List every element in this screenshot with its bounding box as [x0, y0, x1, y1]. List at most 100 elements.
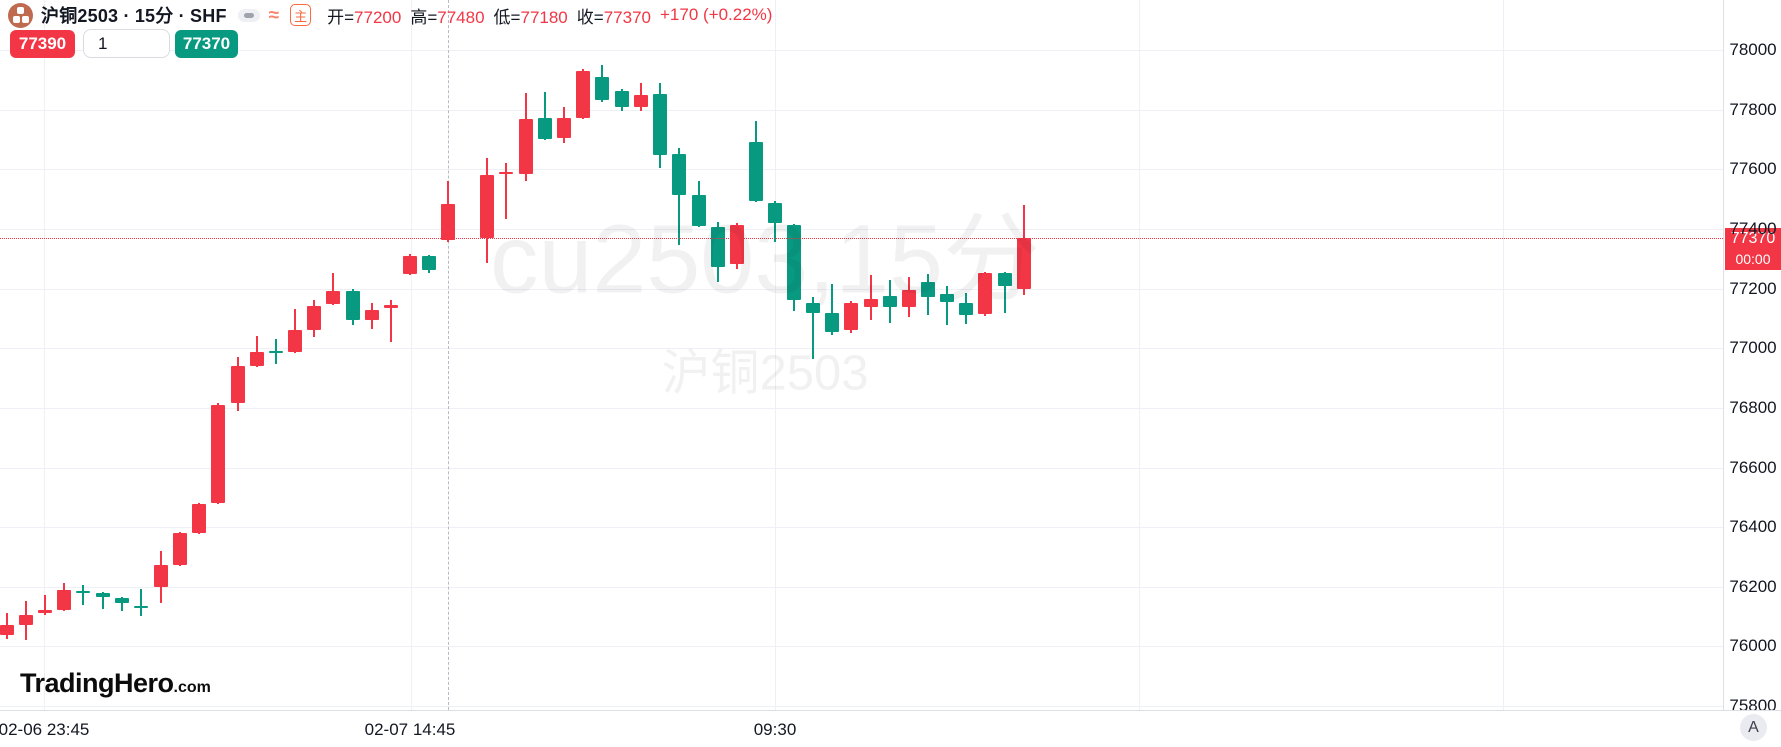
candle-body [269, 350, 283, 353]
grid-line-horizontal [0, 467, 1723, 469]
candle-body [1017, 237, 1031, 289]
last-price-value: 77370 [1730, 229, 1776, 247]
grid-line-vertical [44, 0, 45, 710]
candle-body [76, 590, 90, 594]
candle-body [346, 290, 360, 320]
candle-body [653, 94, 667, 155]
candle-body [231, 366, 245, 404]
grid-line-horizontal [0, 50, 1723, 51]
time-axis[interactable]: A 02-06 23:45 02-07 14:45 09:30 [0, 710, 1781, 747]
candle-body [538, 117, 552, 140]
grid-line-horizontal [0, 288, 1723, 290]
candle-wick [140, 589, 142, 617]
brand-suffix: .com [173, 679, 211, 696]
grid-line-vertical [1139, 0, 1140, 710]
price-axis[interactable]: 77370 00:00 78000 77800 77600 77400 77200 770… [1723, 0, 1781, 715]
symbol-title[interactable]: 沪铜2503 · 15分 · SHF [41, 6, 227, 26]
price-axis-label: 77000 [1729, 338, 1777, 358]
grid-line-horizontal [0, 706, 1723, 707]
candle-body [19, 615, 33, 625]
candle-body [615, 90, 629, 107]
buy-price-button[interactable]: 77370 [175, 29, 238, 58]
candle-body [883, 295, 897, 307]
candle-body [595, 77, 609, 101]
quantity-input[interactable] [83, 29, 170, 58]
candle-wick [870, 275, 872, 321]
candle-body [365, 310, 379, 320]
candle-body [902, 290, 916, 307]
candle-wick [505, 163, 507, 220]
chart-plot-area[interactable] [0, 0, 1723, 710]
candle-wick [812, 297, 814, 360]
candle-body [96, 592, 110, 598]
price-axis-label: 76800 [1729, 397, 1777, 417]
ohlc-readout: 开=77200 高=77480 低=77180 收=77370 +170 (+0.22… [327, 3, 772, 28]
candle-body [825, 313, 839, 332]
ohlc-segment: 高=77480 [410, 7, 485, 27]
candle-body [307, 306, 321, 330]
grid-line-horizontal [0, 407, 1723, 409]
time-axis-label: 02-06 23:45 [0, 720, 90, 739]
candle-wick [390, 300, 392, 342]
candle-wick [332, 272, 334, 305]
axis-settings-button[interactable]: A [1740, 714, 1767, 741]
grid-line-horizontal [0, 109, 1723, 111]
candle-body [211, 404, 225, 503]
sell-price-button[interactable]: 77390 [10, 29, 75, 58]
candle-body [806, 302, 820, 314]
candle-wick [44, 595, 46, 616]
candle-body [115, 598, 129, 603]
ohlc-segment: 低=77180 [493, 7, 568, 27]
change-value: +170 (+0.22%) [659, 5, 773, 24]
price-axis-label: 78000 [1729, 40, 1777, 59]
collapse-toggle-icon[interactable] [237, 8, 260, 22]
candle-body [326, 290, 340, 304]
last-price-countdown: 00:00 [1735, 250, 1771, 267]
approx-price-icon[interactable]: ≈ [268, 4, 280, 26]
last-price-tag: 77370 00:00 [1725, 227, 1781, 270]
grid-line-horizontal [0, 646, 1723, 648]
candle-body [557, 117, 571, 139]
time-axis-label: 02-07 14:45 [364, 720, 456, 739]
grid-line-vertical [1503, 0, 1504, 710]
price-axis-label: 77200 [1729, 278, 1777, 298]
candle-wick [678, 148, 680, 245]
candle-body [173, 533, 187, 566]
candle-wick [82, 584, 84, 605]
price-axis-label: 76200 [1729, 576, 1777, 596]
quick-trade-bar: 77390 77370 [10, 29, 238, 58]
candle-body [921, 281, 935, 297]
candle-wick [121, 596, 123, 611]
tradinghero-logo: TradingHero .com [20, 668, 211, 699]
chart-header: 沪铜2503 · 15分 · SHF ≈ 主 开=77200 高=77480 低=7… [8, 2, 772, 28]
candle-body [844, 303, 858, 330]
candle-body [959, 302, 973, 316]
candle-body [192, 504, 206, 533]
candle-body [768, 203, 782, 224]
candle-body [730, 225, 744, 265]
price-axis-label: 76000 [1729, 636, 1777, 656]
candle-wick [946, 285, 948, 325]
time-axis-label: 09:30 [753, 720, 797, 739]
candle-body [940, 293, 954, 303]
candle-body [422, 255, 436, 270]
candle-body [134, 605, 148, 608]
price-axis-label: 76400 [1729, 517, 1777, 537]
candle-body [864, 299, 878, 308]
candle-body [288, 330, 302, 352]
candle-body [998, 272, 1012, 286]
price-axis-label: 76600 [1729, 457, 1777, 477]
session-break-line [448, 0, 449, 710]
candle-body [576, 70, 590, 118]
candle-body [0, 624, 14, 635]
candle-wick [102, 591, 104, 610]
candle-body [692, 194, 706, 226]
main-contract-badge[interactable]: 主 [290, 4, 312, 26]
candle-body [403, 255, 417, 274]
app-logo-icon [8, 2, 33, 28]
candle-body [634, 95, 648, 107]
ohlc-segment: 开=77200 [327, 7, 402, 27]
grid-line-horizontal [0, 228, 1723, 230]
candle-body [978, 273, 992, 314]
